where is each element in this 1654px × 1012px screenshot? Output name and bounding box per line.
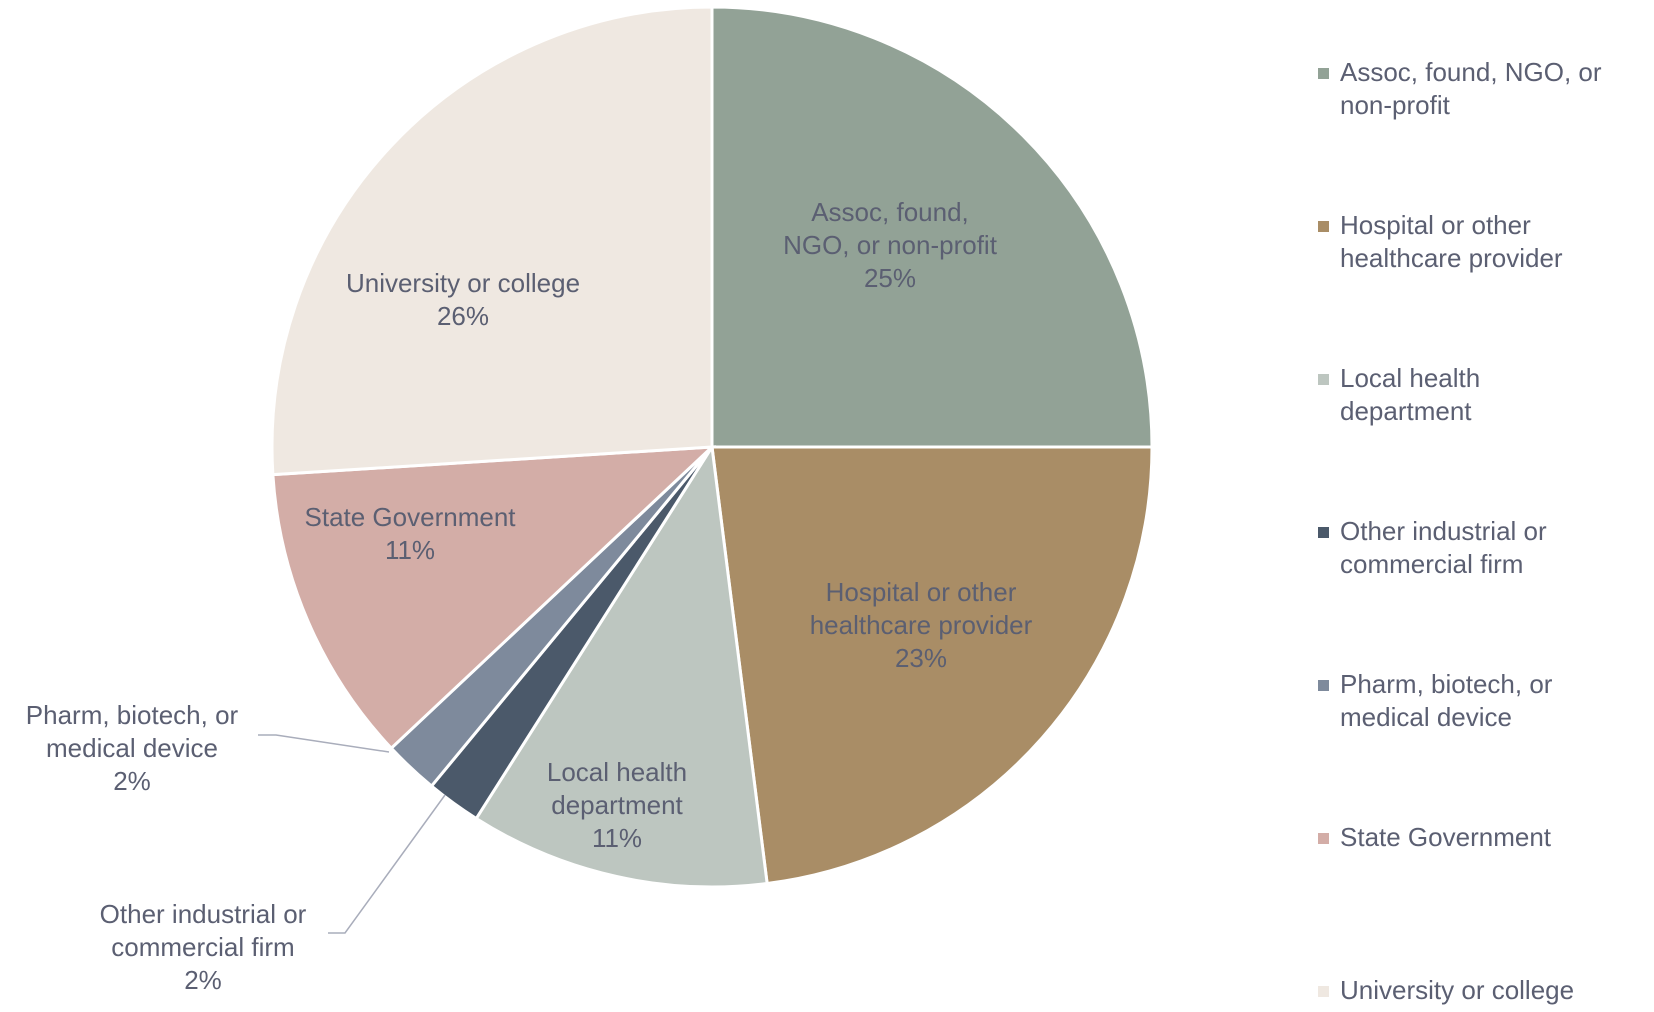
slice-label-line: medical device (46, 733, 218, 763)
legend-swatch (1318, 680, 1329, 691)
pie-slice-assoc-found-ngo-or-non-profit (710, 5, 1154, 449)
slice-label-line: University or college (346, 268, 580, 298)
legend-label: Assoc, found, NGO, or non-profit (1340, 57, 1602, 120)
pie-slice-hospital-or-other-healthcare-provider (710, 445, 1154, 886)
slice-label-line: 23% (895, 643, 947, 673)
slice-label-pharm-biotech-or-medical-device: Pharm, biotech, or medical device 2% (26, 700, 239, 796)
legend-label: Local health department (1340, 363, 1481, 426)
leader-lines (258, 734, 446, 934)
slice-label-line: 2% (113, 766, 151, 796)
legend-label: State Government (1340, 822, 1551, 852)
slice-label-line: healthcare provider (810, 610, 1033, 640)
legend-swatch (1318, 986, 1329, 997)
slice-label-line: 25% (864, 263, 916, 293)
slice-label-local-health-department: Local health department 11% (547, 757, 687, 853)
legend-swatch (1318, 833, 1329, 844)
slice-label-line: 11% (592, 823, 642, 853)
legend-swatch (1318, 221, 1329, 232)
slice-label-line: 26% (437, 301, 489, 331)
legend-swatch (1318, 374, 1329, 385)
slice-label-line: State Government (305, 502, 517, 532)
pie-slice-state-government (271, 445, 717, 751)
pie-slice-university-or-college (270, 5, 714, 477)
slice-label-line: Pharm, biotech, or (26, 700, 239, 730)
leader-line-pharm-biotech-or-medical-device (258, 734, 390, 753)
slice-label-line: Hospital or other (826, 577, 1017, 607)
pie-slice-local-health-department (474, 442, 769, 889)
legend-label: University or college (1340, 975, 1575, 1005)
slice-label-assoc-found-ngo-or-non-profit: Assoc, found, NGO, or non-profit 25% (783, 197, 998, 293)
slice-label-line: 2% (184, 965, 222, 995)
slice-label-line: department (551, 790, 683, 820)
slice-label-other-industrial-or-commercial-firm: Other industrial or commercial firm 2% (100, 899, 307, 995)
slice-label-line: commercial firm (111, 932, 294, 962)
legend-label: Other industrial or commercial firm (1340, 516, 1547, 579)
slice-label-state-government: State Government 11% (305, 502, 517, 565)
legend-swatch (1318, 527, 1329, 538)
slice-labels: Assoc, found, NGO, or non-profit 25% Hospit… (26, 197, 1033, 995)
leader-line-other-industrial-or-commercial-firm (328, 794, 446, 934)
slice-label-line: NGO, or non-profit (783, 230, 998, 260)
legend-swatch (1318, 68, 1329, 79)
slice-label-hospital-or-other-healthcare-provider: Hospital or other healthcare provider 23% (810, 577, 1033, 673)
slice-label-line: Local health (547, 757, 687, 787)
slice-label-line: Other industrial or (100, 899, 307, 929)
slice-label-line: Assoc, found, (811, 197, 969, 227)
pie-slices (270, 5, 1154, 889)
slice-label-line: 11% (385, 535, 435, 565)
slice-label-university-or-college: University or college 26% (346, 268, 580, 331)
legend-label: Pharm, biotech, or medical device (1340, 669, 1553, 732)
legend-label: Hospital or other healthcare provider (1340, 210, 1563, 273)
